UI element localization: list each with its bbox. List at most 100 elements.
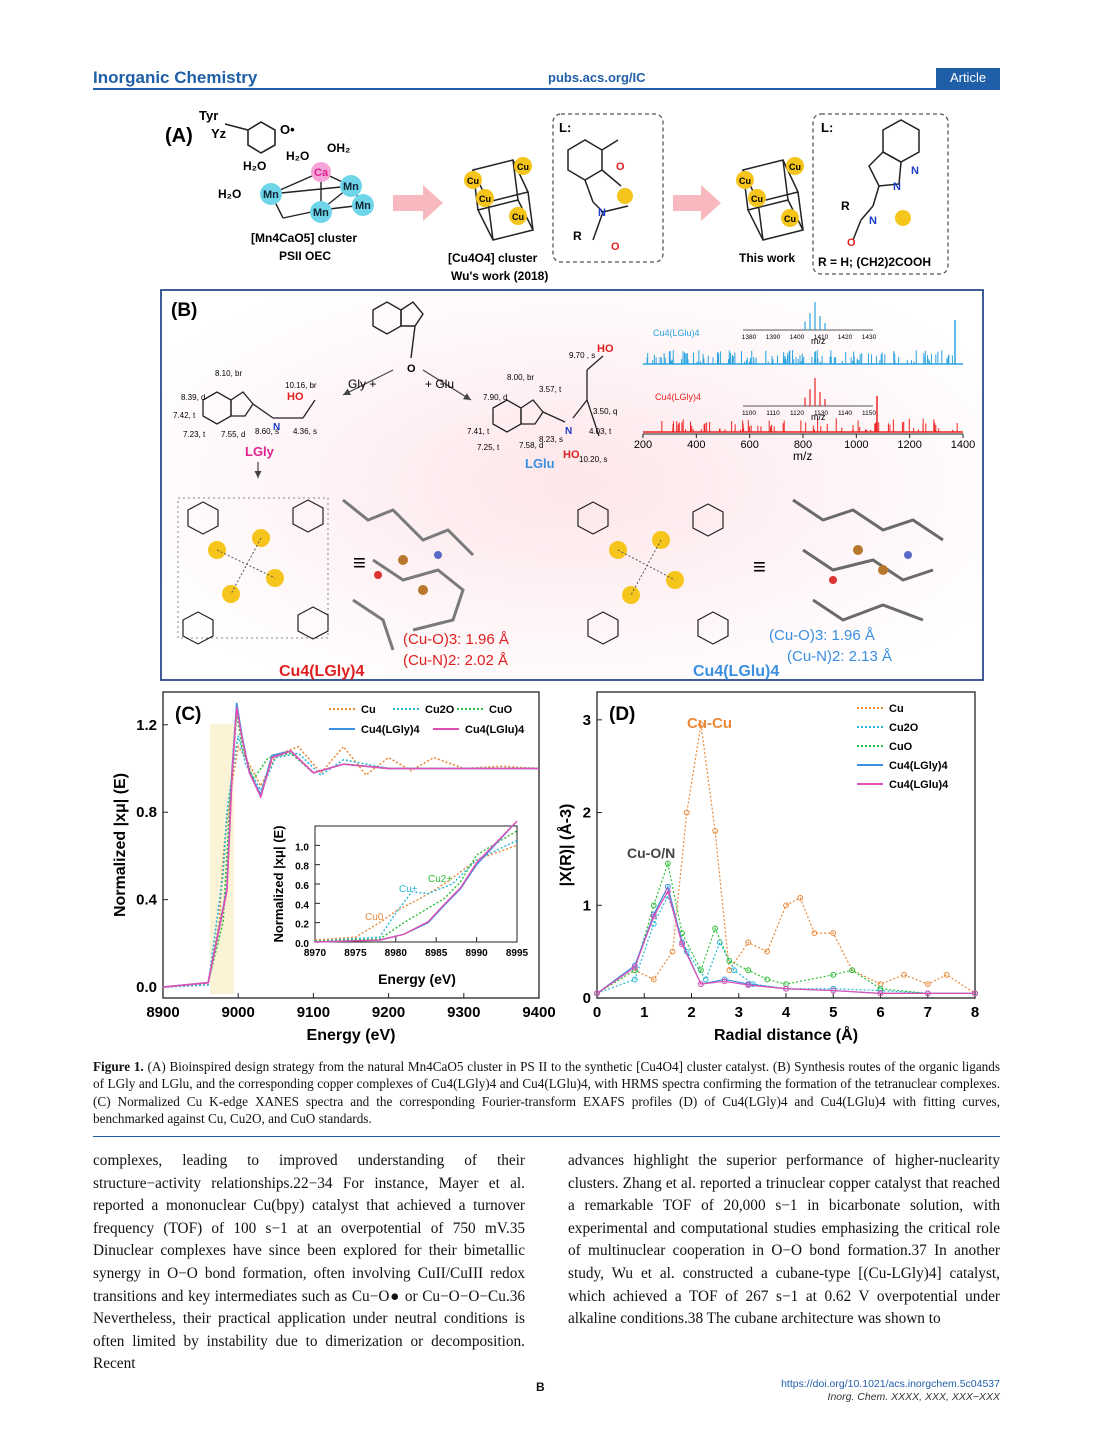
body-column-left: complexes, leading to improved understan… bbox=[93, 1152, 525, 1373]
legend-label: Cu bbox=[889, 703, 904, 715]
legend-label: Cu2O bbox=[425, 704, 455, 716]
panel-c-label: (C) bbox=[175, 704, 201, 725]
y-tick-label: 0.8 bbox=[295, 862, 309, 873]
doi-link[interactable]: https://doi.org/10.1021/acs.inorgchem.5c… bbox=[781, 1378, 1000, 1390]
svg-text:7.25, t: 7.25, t bbox=[477, 443, 500, 452]
hrms-x-tick-label: 600 bbox=[740, 439, 758, 451]
svg-text:9.70 , s: 9.70 , s bbox=[569, 351, 595, 360]
data-point bbox=[712, 925, 719, 932]
x-tick-label: 8 bbox=[971, 1004, 979, 1021]
series-line bbox=[596, 861, 975, 994]
svg-text:Mn: Mn bbox=[313, 207, 329, 219]
data-point bbox=[745, 982, 752, 988]
data-point bbox=[698, 981, 704, 987]
page-header: Inorganic Chemistry pubs.acs.org/IC Arti… bbox=[93, 68, 1000, 90]
inset-tick-label: 1140 bbox=[838, 410, 852, 417]
series-line bbox=[162, 744, 540, 988]
svg-text:≡: ≡ bbox=[353, 550, 366, 575]
svg-text:+ Glu: + Glu bbox=[425, 377, 454, 391]
panel-a: (A) Tyr Yz O• Mn Mn Mn Mn Ca bbox=[165, 108, 949, 283]
svg-text:O: O bbox=[616, 161, 625, 173]
data-point bbox=[764, 976, 770, 983]
cu4lgly-crystal bbox=[342, 498, 475, 651]
data-point bbox=[650, 902, 657, 909]
svg-text:7.41, t: 7.41, t bbox=[467, 427, 490, 436]
data-point bbox=[698, 967, 704, 974]
x-tick-label: 6 bbox=[876, 1004, 884, 1021]
inset-tick-label: 1110 bbox=[766, 410, 780, 417]
gly-cuo-distance: (Cu-O)3: 1.96 Å bbox=[403, 631, 509, 648]
legend-label: Cu4(LGly)4 bbox=[889, 760, 949, 772]
legend-label: CuO bbox=[889, 741, 913, 753]
data-point bbox=[679, 941, 685, 948]
svg-text:8.00, br: 8.00, br bbox=[507, 373, 534, 382]
data-point bbox=[731, 967, 737, 974]
x-tick-label: 9300 bbox=[447, 1004, 480, 1021]
svg-text:Gly +: Gly + bbox=[348, 377, 376, 391]
d-ylabel: |X(R)| (Å-3) bbox=[556, 804, 575, 887]
gly-cun-distance: (Cu-N)2: 2.02 Å bbox=[403, 652, 508, 669]
svg-text:4.36, s: 4.36, s bbox=[293, 427, 317, 436]
x-tick-label: 8980 bbox=[385, 948, 408, 959]
svg-text:Cu: Cu bbox=[739, 176, 751, 186]
inset-tick-label: 1400 bbox=[790, 334, 805, 341]
cu1-annotation: Cu+ bbox=[399, 884, 418, 895]
figure-caption: Figure 1. (A) Bioinspired design strateg… bbox=[93, 1058, 1000, 1128]
svg-text:4.03, t: 4.03, t bbox=[589, 427, 612, 436]
svg-text:7.23, t: 7.23, t bbox=[183, 430, 206, 439]
hrms-x-tick-label: 1200 bbox=[897, 439, 921, 451]
c-xlabel: Energy (eV) bbox=[307, 1027, 396, 1044]
data-point bbox=[650, 976, 657, 983]
panel-d-label: (D) bbox=[609, 704, 635, 725]
ligand-box-1 bbox=[552, 113, 664, 263]
d-xlabel: Radial distance (Å) bbox=[714, 1025, 858, 1044]
data-point bbox=[664, 860, 671, 867]
data-point bbox=[849, 967, 856, 974]
yz-label: Yz bbox=[211, 126, 227, 141]
hrms-x-tick-label: 400 bbox=[687, 439, 705, 451]
panel-b-label: (B) bbox=[171, 300, 197, 321]
inset-tick-label: 1430 bbox=[862, 334, 877, 341]
svg-text:N: N bbox=[273, 422, 280, 433]
r-definition: R = H; (CH2)2COOH bbox=[818, 255, 931, 269]
x-tick-label: 8900 bbox=[146, 1004, 179, 1021]
svg-text:8.23, s: 8.23, s bbox=[539, 435, 563, 444]
journal-site-link[interactable]: pubs.acs.org/IC bbox=[548, 70, 646, 85]
cu4o4-cubane-wu: Cu Cu Cu Cu [Cu4O4] cluster Wu's work (2… bbox=[448, 157, 548, 283]
legend-label: Cu4(LGlu)4 bbox=[465, 724, 525, 736]
y-tick-label: 1 bbox=[583, 897, 591, 914]
svg-text:8.39, d: 8.39, d bbox=[181, 393, 205, 402]
svg-text:Cu: Cu bbox=[467, 176, 479, 186]
cu4o4-label: [Cu4O4] cluster bbox=[448, 251, 538, 265]
x-tick-label: 8985 bbox=[425, 948, 448, 959]
panel-d-exafs: (D) 0 1 2 3 0 1 2 3 4 5 6 7 8 Radial distance (Å) |… bbox=[556, 691, 979, 1044]
arrow-1 bbox=[393, 185, 443, 221]
svg-text:H₂O: H₂O bbox=[286, 149, 309, 163]
series-line bbox=[596, 889, 975, 994]
data-point bbox=[669, 948, 676, 955]
hrms-x-tick-label: 1000 bbox=[844, 439, 868, 451]
svg-text:N: N bbox=[893, 181, 901, 193]
y-tick-label: 0.4 bbox=[136, 892, 158, 909]
caption-divider bbox=[93, 1136, 1000, 1137]
data-point bbox=[631, 964, 638, 971]
hrms-gly-label: Cu4(LGly)4 bbox=[655, 392, 701, 402]
data-point bbox=[830, 930, 837, 936]
svg-text:O: O bbox=[847, 237, 856, 249]
journal-name[interactable]: Inorganic Chemistry bbox=[93, 68, 258, 87]
inset-tick-label: 1100 bbox=[742, 410, 756, 417]
inset-tick-label: 1390 bbox=[766, 334, 781, 341]
cu-on-annotation: Cu-O/N bbox=[627, 845, 675, 861]
arrow-2 bbox=[673, 185, 721, 221]
data-point bbox=[783, 902, 789, 909]
mn4cao5-cluster: Mn Mn Mn Mn Ca H₂O H₂O H₂O OH₂ [Mn4CaO5]… bbox=[218, 141, 374, 263]
hrms-x-tick-label: 1400 bbox=[951, 439, 975, 451]
this-work-label: This work bbox=[739, 251, 795, 265]
glu-cuo-distance: (Cu-O)3: 1.96 Å bbox=[769, 627, 875, 644]
inset-xlabel: Energy (eV) bbox=[378, 971, 456, 987]
data-point bbox=[901, 971, 908, 978]
inset-tick-label: 1410 bbox=[814, 334, 829, 341]
svg-text:Mn: Mn bbox=[343, 181, 359, 193]
data-point bbox=[943, 971, 950, 978]
y-tick-label: 0.6 bbox=[295, 881, 309, 892]
